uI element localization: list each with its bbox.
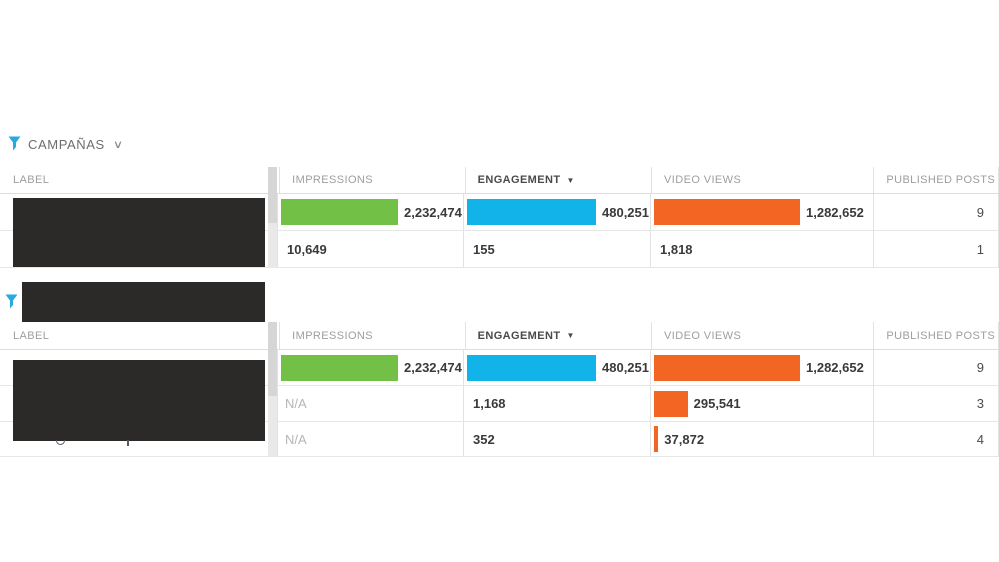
video-views-cell: 295,541 bbox=[650, 386, 873, 421]
video-views-cell: 1,282,652 bbox=[650, 194, 873, 230]
campaigns-filter-label: CAMPAÑAS bbox=[28, 136, 105, 152]
column-header-engagement[interactable]: ENGAGEMENT ▼ bbox=[464, 322, 651, 349]
column-header-label[interactable]: LABEL bbox=[13, 329, 50, 342]
video-views-value: 37,872 bbox=[664, 431, 705, 447]
video-views-value: 295,541 bbox=[693, 396, 741, 411]
engagement-cell: 1,168 bbox=[463, 386, 650, 421]
column-header-published-posts[interactable]: PUBLISHED POSTS bbox=[873, 322, 999, 349]
chevron-down-icon: ∨ bbox=[112, 138, 124, 151]
second-filter-dropdown[interactable] bbox=[5, 294, 18, 310]
second-table: LABEL IMPRESSIONS ENGAGEMENT ▼ VIDEO VIEW… bbox=[0, 322, 999, 457]
published-posts-cell: 3 bbox=[873, 386, 999, 421]
engagement-value: 480,251 bbox=[602, 204, 649, 220]
impressions-value: N/A bbox=[285, 431, 307, 447]
published-posts-cell: 4 bbox=[873, 422, 999, 456]
impressions-cell: N/A bbox=[277, 386, 463, 421]
engagement-value: 352 bbox=[473, 431, 495, 447]
impressions-value: 10,649 bbox=[287, 241, 327, 257]
impressions-cell: 2,232,474 bbox=[277, 350, 463, 385]
scrollbar-thumb[interactable] bbox=[268, 167, 277, 223]
engagement-cell: 352 bbox=[463, 422, 650, 456]
video-views-value: 1,818 bbox=[660, 241, 693, 257]
campaigns-filter-dropdown[interactable]: CAMPAÑAS ∨ bbox=[8, 136, 124, 152]
engagement-value: 1,168 bbox=[473, 396, 506, 411]
impressions-value: 2,232,474 bbox=[404, 204, 462, 220]
published-posts-cell: 9 bbox=[873, 194, 999, 230]
impressions-bar bbox=[281, 354, 398, 381]
published-posts-cell: 1 bbox=[873, 231, 999, 267]
video-views-bar bbox=[654, 426, 659, 452]
engagement-bar bbox=[467, 199, 596, 225]
video-views-bar bbox=[654, 390, 688, 417]
video-views-value: 1,282,652 bbox=[806, 204, 864, 220]
vertical-scrollbar[interactable] bbox=[268, 322, 277, 457]
funnel-icon bbox=[5, 294, 18, 309]
video-views-bar bbox=[654, 199, 800, 225]
engagement-value: 155 bbox=[473, 241, 495, 257]
engagement-cell: 480,251 bbox=[463, 194, 650, 230]
table-row: N/A 352 37,872 4 bbox=[0, 422, 999, 457]
redacted-filter-title bbox=[22, 282, 265, 322]
redaction-artifact bbox=[127, 440, 129, 446]
sort-desc-icon: ▼ bbox=[566, 175, 575, 185]
video-views-cell: 1,282,652 bbox=[650, 350, 873, 385]
table-row: N/A 1,168 295,541 3 bbox=[0, 386, 999, 422]
impressions-value: N/A bbox=[285, 396, 307, 411]
engagement-cell: 155 bbox=[463, 231, 650, 267]
impressions-value: 2,232,474 bbox=[404, 360, 462, 375]
scrollbar-thumb[interactable] bbox=[268, 322, 277, 397]
video-views-cell: 1,818 bbox=[650, 231, 873, 267]
published-posts-cell: 9 bbox=[873, 350, 999, 385]
column-header-impressions[interactable]: IMPRESSIONS bbox=[279, 322, 464, 349]
redaction-artifact bbox=[56, 440, 65, 445]
column-header-video-views[interactable]: VIDEO VIEWS bbox=[651, 322, 873, 349]
campaigns-table: LABEL IMPRESSIONS ENGAGEMENT ▼ VIDEO VIEW… bbox=[0, 167, 999, 268]
table-header-row: LABEL IMPRESSIONS ENGAGEMENT ▼ VIDEO VIEW… bbox=[0, 322, 999, 350]
redacted-label-block bbox=[13, 360, 265, 441]
video-views-bar bbox=[654, 354, 800, 381]
engagement-value: 480,251 bbox=[602, 360, 649, 375]
sort-desc-icon: ▼ bbox=[566, 331, 575, 340]
impressions-bar bbox=[281, 199, 398, 225]
impressions-cell: 2,232,474 bbox=[277, 194, 463, 230]
engagement-cell: 480,251 bbox=[463, 350, 650, 385]
column-header-video-views[interactable]: VIDEO VIEWS bbox=[651, 167, 873, 193]
redacted-label-block bbox=[13, 198, 265, 267]
engagement-bar bbox=[467, 354, 596, 381]
column-header-engagement[interactable]: ENGAGEMENT ▼ bbox=[464, 167, 651, 193]
column-header-label[interactable]: LABEL bbox=[13, 174, 50, 186]
funnel-icon bbox=[8, 136, 21, 151]
video-views-value: 1,282,652 bbox=[806, 360, 864, 375]
table-row: 2,232,474 480,251 1,282,652 9 bbox=[0, 350, 999, 386]
impressions-cell: 10,649 bbox=[277, 231, 463, 267]
video-views-cell: 37,872 bbox=[650, 422, 873, 456]
column-header-impressions[interactable]: IMPRESSIONS bbox=[279, 167, 464, 193]
column-header-published-posts[interactable]: PUBLISHED POSTS bbox=[873, 167, 999, 193]
impressions-cell: N/A bbox=[277, 422, 463, 456]
table-row: 2,232,474 480,251 1,282,652 9 bbox=[0, 194, 999, 231]
table-header-row: LABEL IMPRESSIONS ENGAGEMENT ▼ VIDEO VIEW… bbox=[0, 167, 999, 194]
vertical-scrollbar[interactable] bbox=[268, 167, 277, 268]
